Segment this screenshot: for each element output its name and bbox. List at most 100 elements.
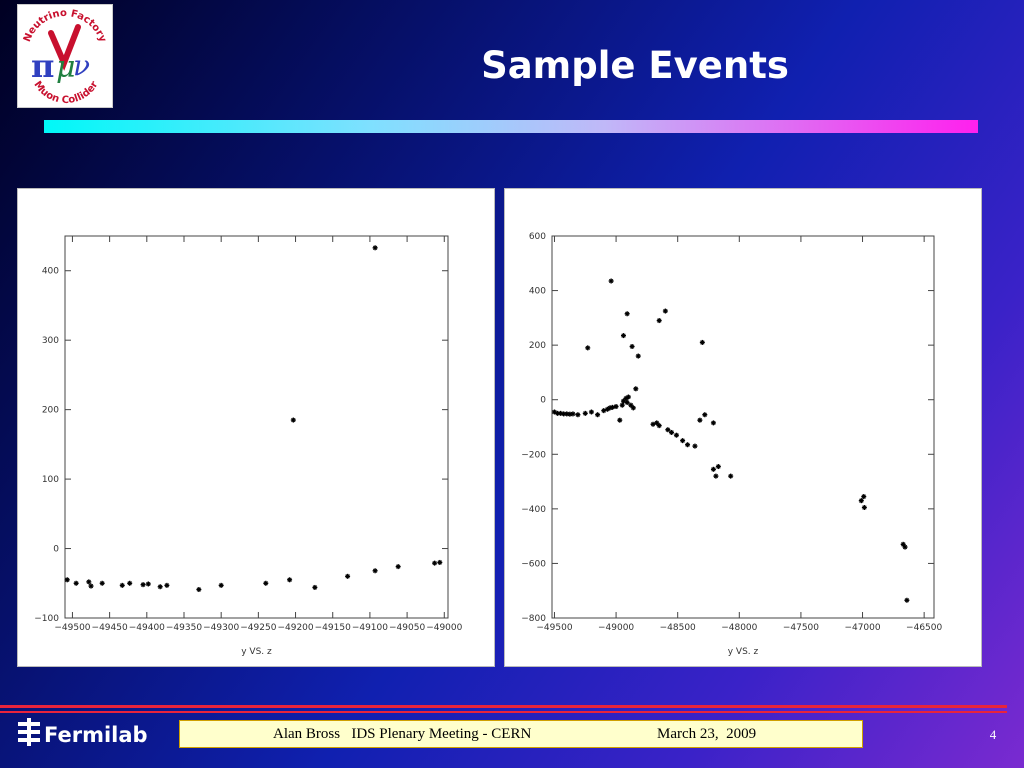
right-chart-data-point (624, 311, 630, 317)
right-chart-ytick-label: 400 (529, 287, 546, 297)
right-chart-xtick-label: −47500 (783, 623, 819, 633)
right-chart-xtick-label: −48000 (721, 623, 757, 633)
left-chart-data-point (88, 583, 94, 589)
left-chart-ytick-label: 200 (42, 406, 59, 416)
right-chart-ytick-label: −600 (521, 559, 546, 569)
left-chart-data-point (372, 245, 378, 251)
left-chart-plot-frame (64, 235, 449, 619)
logo-text-top: Neutrino Factory (22, 8, 108, 44)
right-chart-data-point (656, 318, 662, 324)
right-chart-data-point (619, 402, 625, 408)
left-chart-data-point (145, 581, 151, 587)
right-chart-data-point (624, 399, 630, 405)
right-chart-data-point (613, 404, 619, 410)
footer-info-box: Alan Bross IDS Plenary Meeting - CERN Ma… (179, 720, 863, 748)
right-chart-ytick-label: 0 (540, 396, 546, 406)
right-chart-data-point (656, 423, 662, 429)
fermilab-logo: Fermilab (16, 718, 156, 750)
left-chart-data-point (140, 582, 146, 588)
left-chart-data-point (263, 580, 269, 586)
right-chart-data-point (620, 333, 626, 339)
fermilab-wordmark: Fermilab (44, 723, 148, 747)
left-chart-xtick-label: −49500 (54, 623, 90, 633)
right-chart-ytick-label: −200 (521, 450, 546, 460)
right-chart-data-point (685, 442, 691, 448)
left-chart-xtick-label: −49100 (352, 623, 388, 633)
left-chart-xtick-label: −49200 (277, 623, 313, 633)
right-chart-ytick-label: −800 (521, 614, 546, 624)
left-chart-data-point (290, 417, 296, 423)
right-chart-data-point (713, 473, 719, 479)
right-chart-xtick-label: −46500 (906, 623, 942, 633)
left-chart-data-point (287, 577, 293, 583)
right-chart-data-point (904, 597, 910, 603)
scatter-chart-left: −100 0 100 200 300 400 −49500 −49450 −49400 −4935… (17, 188, 495, 667)
right-chart-data-point (715, 464, 721, 470)
right-chart-data-point (575, 412, 581, 418)
left-chart-data-point (157, 584, 163, 590)
left-chart-xtick-label: −49350 (166, 623, 202, 633)
left-chart-data-point (86, 579, 92, 585)
svg-text:μ: μ (56, 50, 76, 85)
left-chart-data-point (119, 582, 125, 588)
right-chart-data-point (595, 412, 601, 418)
left-chart-data-point (196, 587, 202, 593)
left-chart-ytick-label: −100 (34, 614, 59, 624)
left-chart-ytick-label: 0 (53, 545, 59, 555)
fermilab-mark-icon (18, 718, 40, 746)
right-chart-data-point (625, 394, 631, 400)
footer-divider-line (0, 705, 1007, 708)
svg-text:Neutrino Factory: Neutrino Factory (22, 8, 108, 44)
right-chart-data-point (699, 339, 705, 345)
right-chart-data-point (609, 404, 615, 410)
right-chart-data-point (628, 402, 634, 408)
right-chart-data-point (633, 386, 639, 392)
left-chart-data-point (64, 577, 70, 583)
left-chart-xtick-label: −49250 (240, 623, 276, 633)
right-chart-data-point (710, 466, 716, 472)
right-chart-plot-frame (551, 235, 935, 619)
svg-text:π: π (31, 47, 54, 85)
right-chart-data-point (692, 443, 698, 449)
footer-date-text: March 23, 2009 (657, 726, 757, 742)
right-chart-xtick-label: −48500 (660, 623, 696, 633)
right-chart-data-point (570, 411, 576, 417)
left-chart-xtick-label: −49050 (389, 623, 425, 633)
right-chart-ytick-label: −400 (521, 505, 546, 515)
left-chart-data-point (218, 582, 224, 588)
left-chart-xtick-label: −49150 (315, 623, 351, 633)
page-number: 4 (989, 727, 997, 742)
right-chart-xtick-label: −47000 (844, 623, 880, 633)
right-chart-data-point (588, 409, 594, 415)
scatter-plot-left-svg: −100 0 100 200 300 400 −49500 −49450 −49400 −4935… (34, 235, 463, 657)
neutrino-factory-muon-collider-logo: Neutrino Factory Muon Collider π μ ν (17, 4, 113, 108)
right-chart-data-point (617, 417, 623, 423)
scatter-chart-right: −800 −600 −400 −200 0 200 400 600 −49500 −49000 −4… (504, 188, 982, 667)
right-chart-xtick-label: −49500 (536, 623, 572, 633)
right-chart-data-point (662, 308, 668, 314)
right-chart-data-point (629, 344, 635, 350)
left-chart-x-axis-label: y VS. z (241, 647, 272, 657)
left-chart-data-point (432, 560, 438, 566)
right-chart-ytick-label: 200 (529, 341, 546, 351)
left-chart-ytick-label: 100 (42, 475, 59, 485)
right-chart-data-point (630, 405, 636, 411)
right-chart-data-point (702, 412, 708, 418)
left-chart-data-point (345, 573, 351, 579)
left-chart-ytick-label: 400 (42, 267, 59, 277)
left-chart-data-point (312, 584, 318, 590)
left-chart-data-point (73, 580, 79, 586)
left-chart-data-point (164, 582, 170, 588)
right-chart-data-point (728, 473, 734, 479)
right-chart-data-point (902, 544, 908, 550)
left-chart-xtick-label: −49400 (129, 623, 165, 633)
right-chart-data-point (665, 427, 671, 433)
right-chart-ytick-label: 600 (529, 232, 546, 242)
footer-presenter-text: Alan Bross IDS Plenary Meeting - CERN (273, 726, 532, 742)
right-chart-data-point (673, 432, 679, 438)
right-chart-xtick-label: −49000 (598, 623, 634, 633)
right-chart-data-point (669, 429, 675, 435)
left-chart-xtick-label: −49300 (203, 623, 239, 633)
left-chart-data-point (99, 580, 105, 586)
right-chart-data-point (861, 494, 867, 500)
